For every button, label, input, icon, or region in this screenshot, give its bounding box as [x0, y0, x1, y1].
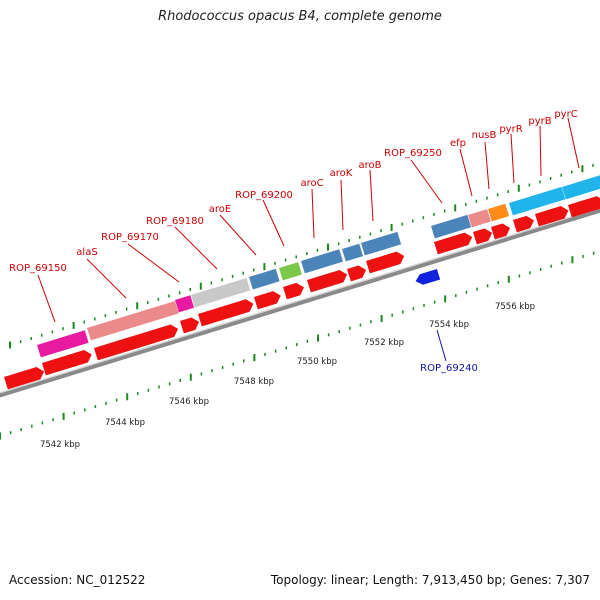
feature-block-magenta-2[interactable]: [175, 295, 195, 313]
gene-label[interactable]: pyrR: [499, 124, 522, 135]
gene-label[interactable]: ROP_69150: [9, 263, 67, 274]
callout-line: [311, 188, 315, 239]
feature-block-grey[interactable]: [191, 277, 251, 308]
cds-arrow[interactable]: [491, 222, 512, 240]
gene-label[interactable]: ROP_69170: [101, 232, 159, 243]
cds-arrow[interactable]: [198, 298, 255, 327]
cds-arrow[interactable]: [535, 204, 570, 227]
callout-line: [219, 214, 257, 256]
feature-block-magenta[interactable]: [37, 330, 89, 358]
feature-block-salmon-2[interactable]: [468, 209, 491, 228]
feature-block-steelblue-5[interactable]: [431, 214, 472, 239]
gene-label[interactable]: efp: [450, 138, 466, 149]
callout-line: [340, 179, 344, 231]
feature-block-steelblue-3[interactable]: [342, 243, 364, 262]
callout-line: [369, 169, 374, 222]
scale-label: 7542 kbp: [40, 440, 80, 450]
cds-arrow[interactable]: [347, 264, 368, 282]
gene-label[interactable]: aroC: [300, 178, 323, 189]
scale-label: 7556 kbp: [495, 302, 535, 312]
tick-marks-lower-scale: [0, 251, 595, 440]
backbone-highlight: [0, 207, 600, 394]
scale-label: 7546 kbp: [169, 397, 209, 407]
genome-summary-text: Topology: linear; Length: 7,913,450 bp; …: [270, 573, 590, 587]
gene-label[interactable]: nusB: [472, 130, 497, 141]
cds-arrow-reverse[interactable]: [414, 268, 441, 287]
gene-labels: ROP_69150 alaS ROP_69170 ROP_69180 aroE ROP_6…: [9, 109, 578, 374]
scale-label: 7554 kbp: [429, 320, 469, 330]
feature-block-steelblue[interactable]: [249, 268, 280, 290]
feature-block-orange[interactable]: [488, 203, 510, 222]
cds-track: [4, 194, 600, 390]
gene-label[interactable]: aroK: [330, 168, 353, 179]
callout-line: [37, 274, 56, 323]
map-title: Rhodococcus opacus B4, complete genome: [158, 9, 442, 24]
tick-marks-upper-scale: [9, 163, 594, 349]
cds-arrow[interactable]: [366, 250, 406, 274]
callout-line: [127, 243, 180, 283]
callout-line: [86, 258, 127, 299]
gene-label[interactable]: aroB: [359, 160, 382, 171]
gene-label[interactable]: ROP_69240: [420, 363, 478, 374]
callout-line: [174, 226, 218, 270]
callout-line: [510, 133, 515, 184]
gene-label[interactable]: ROP_69250: [384, 148, 442, 159]
feature-block-cyan[interactable]: [509, 186, 566, 216]
gene-label[interactable]: pyrC: [554, 109, 577, 120]
cds-arrow[interactable]: [254, 289, 283, 310]
scale-label: 7548 kbp: [234, 377, 274, 387]
scale-label: 7552 kbp: [364, 338, 404, 348]
feature-block-steelblue-4[interactable]: [361, 231, 402, 256]
feature-band: [37, 172, 600, 358]
cds-arrow[interactable]: [473, 227, 494, 245]
backbone-line: [0, 207, 600, 398]
cds-arrow[interactable]: [307, 268, 349, 293]
cds-arrow[interactable]: [513, 214, 536, 233]
callout-line: [410, 159, 443, 204]
gene-label[interactable]: ROP_69200: [235, 190, 293, 201]
cds-arrow[interactable]: [568, 194, 600, 218]
accession-text: Accession: NC_012522: [9, 573, 146, 587]
gene-label[interactable]: pyrB: [528, 116, 551, 127]
cds-arrow[interactable]: [42, 348, 94, 376]
cds-arrow[interactable]: [434, 231, 474, 255]
scale-label: 7544 kbp: [105, 418, 145, 428]
scale-labels: 7542 kbp 7544 kbp 7546 kbp 7548 kbp 7550 kbp…: [40, 302, 535, 450]
callout-lines: [37, 117, 580, 362]
feature-block-steelblue-2[interactable]: [301, 249, 344, 274]
cds-arrow[interactable]: [94, 323, 180, 361]
backbone-track: [0, 207, 600, 398]
callout-line: [484, 141, 490, 190]
gene-label[interactable]: ROP_69180: [146, 216, 204, 227]
callout-line: [567, 117, 580, 169]
cds-arrow[interactable]: [180, 316, 201, 334]
callout-line-reverse: [436, 329, 447, 362]
callout-line: [539, 125, 542, 177]
gene-label[interactable]: alaS: [76, 247, 97, 258]
cds-arrow[interactable]: [283, 281, 306, 300]
scale-label: 7550 kbp: [297, 357, 337, 367]
feature-block-salmon[interactable]: [87, 300, 179, 341]
feature-block-cyan-2[interactable]: [562, 172, 600, 200]
cds-arrow[interactable]: [4, 365, 46, 390]
feature-block-green[interactable]: [279, 262, 302, 281]
callout-line: [459, 148, 473, 197]
callout-line: [262, 199, 285, 247]
gene-label[interactable]: aroE: [209, 204, 231, 215]
